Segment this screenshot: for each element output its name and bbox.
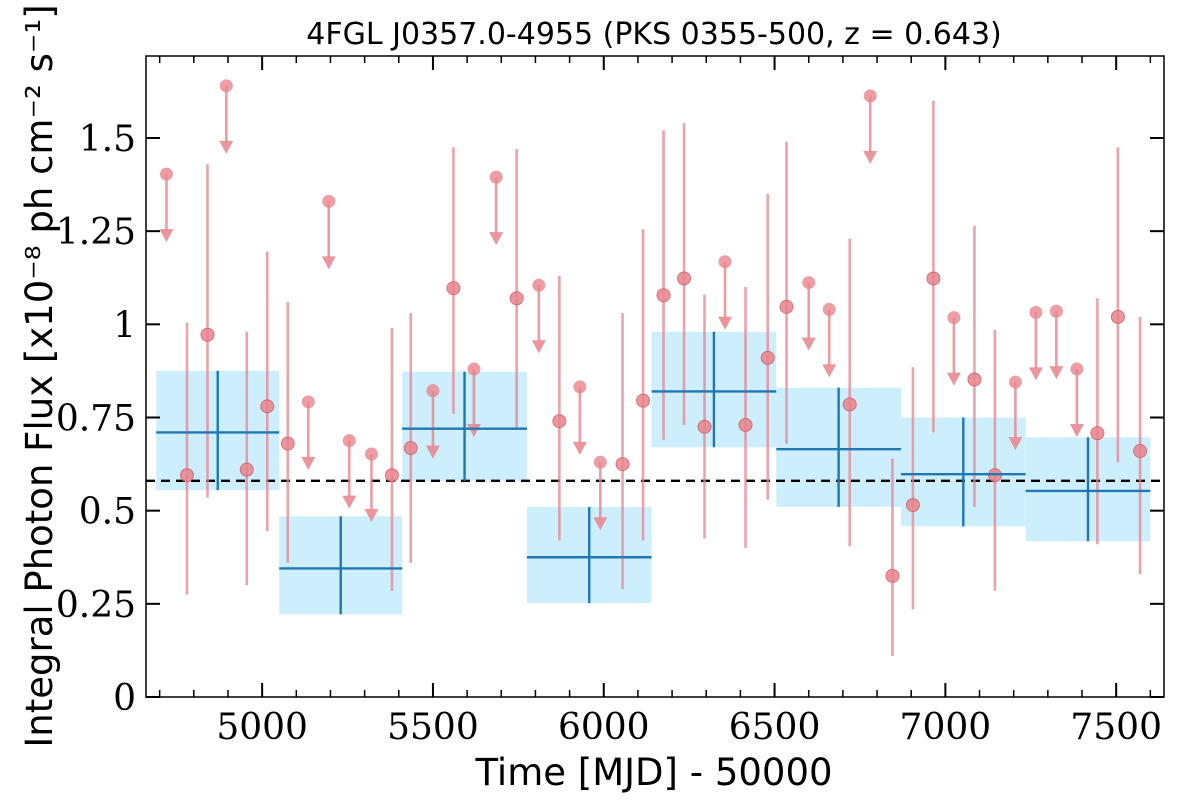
upper-limit-arrow: [321, 256, 336, 270]
upper-limit-arrow: [1069, 424, 1084, 438]
detection-point: [677, 271, 692, 286]
upper-limit-arrow: [572, 441, 587, 455]
y-tick-label: 1.25: [56, 212, 136, 253]
upper-limit-arrow: [801, 337, 816, 351]
plot-area: [146, 79, 1164, 657]
upper-limit-point: [159, 167, 173, 181]
detection-point: [885, 568, 900, 583]
upper-limit-point: [1049, 304, 1063, 318]
upper-limit-arrow: [531, 340, 546, 354]
x-tick-label: 5000: [216, 707, 308, 748]
detection-point: [656, 288, 671, 303]
detection-point: [403, 441, 418, 456]
detection-point: [1133, 444, 1148, 459]
detection-point: [179, 468, 194, 483]
y-tick-label: 0.25: [56, 585, 136, 626]
x-axis-title: Time [MJD] - 50000: [474, 751, 832, 794]
x-tick-label: 7000: [900, 707, 992, 748]
upper-limit-point: [593, 455, 607, 469]
detection-point: [280, 436, 295, 451]
upper-limit-point: [1008, 375, 1022, 389]
y-tick-label: 0.75: [56, 398, 136, 439]
upper-limit-point: [1070, 362, 1084, 376]
detection-point: [446, 281, 461, 296]
upper-limit-arrow: [159, 229, 174, 243]
detection-point: [1110, 309, 1125, 324]
upper-limit-point: [364, 447, 378, 461]
upper-limit-arrow: [342, 495, 357, 509]
upper-limit-point: [947, 311, 961, 325]
y-tick-label: 1: [113, 305, 136, 346]
upper-limit-point: [532, 278, 546, 292]
y-tick-label: 1.5: [79, 119, 136, 160]
upper-limit-arrow: [466, 424, 481, 438]
x-tick-label: 6000: [558, 707, 650, 748]
upper-limit-arrow: [364, 509, 379, 523]
detection-point: [779, 299, 794, 314]
upper-limit-point: [322, 194, 336, 208]
y-tick-label: 0: [113, 678, 136, 719]
upper-limit-point: [863, 89, 877, 103]
detection-point: [384, 468, 399, 483]
upper-limit-arrow: [301, 456, 316, 470]
y-tick-label: 0.5: [79, 492, 136, 533]
x-tick-label: 7500: [1070, 707, 1162, 748]
upper-limit-point: [573, 380, 587, 394]
plot-frame: [145, 55, 1165, 698]
upper-limit-point: [718, 255, 732, 269]
axis-ticks: 5000 5500 6000 6500 7000 7500 0 0.25 0.5 0.75 1 1.2…: [56, 56, 1164, 748]
upper-limit-arrow: [946, 372, 961, 386]
detection-point: [905, 498, 920, 513]
upper-limit-point: [489, 170, 503, 184]
detection-point: [697, 419, 712, 434]
detection-point: [760, 350, 775, 365]
y-axis-title: Integral Photon Flux [x10⁻⁸ ph cm⁻² s⁻¹]: [18, 4, 61, 747]
detection-point: [200, 327, 215, 342]
detection-point: [967, 372, 982, 387]
upper-limit-arrow: [1028, 367, 1043, 381]
detection-point: [509, 291, 524, 306]
upper-limit-arrow: [718, 316, 733, 330]
detection-point: [636, 393, 651, 408]
upper-limit-point: [802, 276, 816, 290]
upper-limit-arrow: [425, 445, 440, 459]
upper-limit-point: [219, 79, 233, 93]
upper-limit-point: [822, 302, 836, 316]
detection-point: [239, 462, 254, 477]
upper-limit-arrow: [593, 517, 608, 531]
detection-point: [926, 271, 941, 286]
x-tick-label: 6500: [729, 707, 821, 748]
upper-limit-arrow: [1049, 366, 1064, 380]
detection-point: [615, 457, 630, 472]
upper-limit-arrow: [1008, 437, 1023, 451]
detection-point: [842, 397, 857, 412]
x-tick-label: 5500: [387, 707, 479, 748]
detection-point: [552, 414, 567, 429]
detection-point: [260, 399, 275, 414]
detection-point: [1090, 426, 1105, 441]
upper-limit-point: [467, 362, 481, 376]
upper-limit-point: [342, 434, 356, 448]
chart-title: 4FGL J0357.0-4955 (PKS 0355-500, z = 0.6…: [306, 17, 1001, 52]
upper-limit-arrow: [489, 232, 504, 246]
upper-limit-arrow: [863, 150, 878, 164]
upper-limit-point: [301, 395, 315, 409]
upper-limit-point: [1029, 305, 1043, 319]
upper-limit-point: [426, 384, 440, 398]
upper-limit-arrow: [219, 140, 234, 154]
upper-limit-arrow: [822, 364, 837, 378]
detection-point: [738, 417, 753, 432]
